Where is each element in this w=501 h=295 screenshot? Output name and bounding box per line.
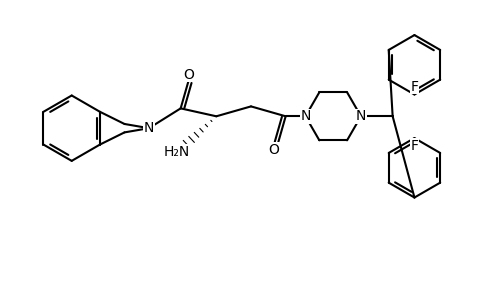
Text: O: O xyxy=(183,68,194,82)
Text: F: F xyxy=(410,80,418,94)
Text: N: N xyxy=(143,121,154,135)
Text: F: F xyxy=(410,139,418,153)
Text: N: N xyxy=(355,109,365,123)
Text: O: O xyxy=(268,143,279,157)
Text: N: N xyxy=(300,109,310,123)
Text: H₂N: H₂N xyxy=(163,145,189,159)
